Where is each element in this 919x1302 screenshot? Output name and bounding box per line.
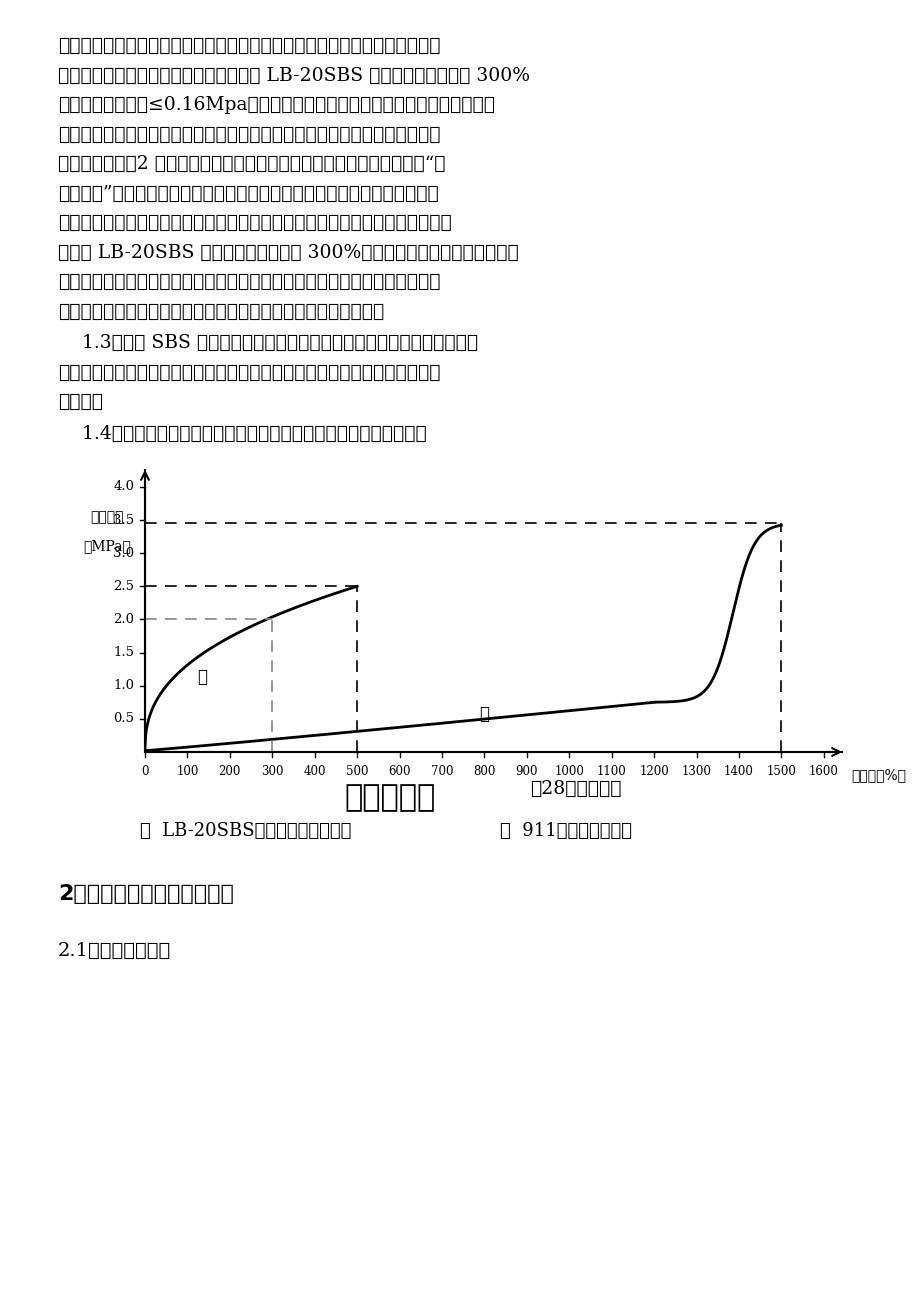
Text: ②  911聚氨酯防水涂膜: ② 911聚氨酯防水涂膜 — [499, 822, 631, 840]
Text: 4.0: 4.0 — [113, 480, 134, 493]
Text: 1.3、另外 SBS 橡胶防水涂膜的涂层有自修复功能，涂层刺穿一段时间后: 1.3、另外 SBS 橡胶防水涂膜的涂层有自修复功能，涂层刺穿一段时间后 — [58, 335, 478, 352]
Text: 900: 900 — [515, 764, 538, 777]
Text: 500: 500 — [346, 764, 368, 777]
Text: 定伸抗拉强度值（≤0.16Mpa），故在工程使用方面特别适合用于变形较大的防: 定伸抗拉强度值（≤0.16Mpa），故在工程使用方面特别适合用于变形较大的防 — [58, 96, 494, 115]
Text: 600: 600 — [388, 764, 411, 777]
Text: 防水材料抗受基层变形能力强弱的重要指标，数值越低，表示材料抗变形能力: 防水材料抗受基层变形能力强弱的重要指标，数值越低，表示材料抗变形能力 — [58, 36, 440, 55]
Text: 1.5: 1.5 — [113, 646, 134, 659]
Text: 200: 200 — [219, 764, 241, 777]
Text: 1600: 1600 — [808, 764, 838, 777]
Text: 用价值。: 用价值。 — [58, 393, 103, 411]
Text: 裂处的周边而集中在开裂部位，因此在很小的变形开裂时也会造成防水层开裂。: 裂处的周边而集中在开裂部位，因此在很小的变形开裂时也会造成防水层开裂。 — [58, 214, 451, 232]
Text: 3.0: 3.0 — [113, 547, 134, 560]
Text: （28天测定值）: （28天测定值） — [529, 780, 621, 798]
Text: 1200: 1200 — [639, 764, 668, 777]
Text: 3.5: 3.5 — [113, 513, 134, 526]
Text: 1.4、本涂膜优良的性能适用于地下工程、房屋、隊道等防水工程。: 1.4、本涂膜优良的性能适用于地下工程、房屋、隊道等防水工程。 — [58, 424, 426, 443]
Text: 2.1、施工边界条件: 2.1、施工边界条件 — [58, 943, 171, 960]
Text: 300: 300 — [261, 764, 283, 777]
Text: 1000: 1000 — [554, 764, 584, 777]
Text: ②: ② — [197, 669, 207, 686]
Text: 水基面上。通常防水层施工完毕后，如保温、隔热不足，建筑物变形过大（如: 水基面上。通常防水层施工完毕后，如保温、隔热不足，建筑物变形过大（如 — [58, 125, 440, 143]
Text: 抗拉强度: 抗拉强度 — [90, 509, 123, 523]
Text: 1500: 1500 — [766, 764, 796, 777]
Text: 而由于 LB-20SBS 防水涂膜有着较低的 300%定伸强度值，即使基面开裂时，: 而由于 LB-20SBS 防水涂膜有着较低的 300%定伸强度值，即使基面开裂时… — [58, 243, 518, 262]
Text: 0: 0 — [142, 764, 149, 777]
Text: 1300: 1300 — [681, 764, 710, 777]
Text: 2.0: 2.0 — [113, 613, 134, 626]
Text: 变位原理”，其原理简言可表达为：当基面产生开裂时，开裂应力将传不到开: 变位原理”，其原理简言可表达为：当基面产生开裂时，开裂应力将传不到开 — [58, 185, 438, 203]
Text: ①  LB-20SBS单组份橡胶防水涂膜: ① LB-20SBS单组份橡胶防水涂膜 — [140, 822, 351, 840]
Text: 涂膜会自我修复刺孔，这一特点是其他防水材料所不可比的，有着重要工程应: 涂膜会自我修复刺孔，这一特点是其他防水材料所不可比的，有着重要工程应 — [58, 363, 440, 381]
Text: 1.0: 1.0 — [113, 680, 134, 693]
Text: 1400: 1400 — [723, 764, 753, 777]
Text: 800: 800 — [472, 764, 495, 777]
Text: （MPa）: （MPa） — [83, 539, 130, 553]
Text: 性能对比图: 性能对比图 — [344, 783, 436, 812]
Text: ①: ① — [479, 707, 489, 724]
Text: 其内部的抗拉应力值仍然较低，距离材料破坏时的极限值仍较大，因而抗抗基: 其内部的抗拉应力值仍然较低，距离材料破坏时的极限值仍较大，因而抗抗基 — [58, 273, 440, 292]
Text: 沉降）等原因，2 防水层极易伴随基面变形开裂而一同破坏，由此也产生“零: 沉降）等原因，2 防水层极易伴随基面变形开裂而一同破坏，由此也产生“零 — [58, 155, 445, 173]
Text: 0.5: 0.5 — [113, 712, 134, 725]
Text: 400: 400 — [303, 764, 325, 777]
Text: 越好，越不容易随基层而断裂破坏。由于 LB-20SBS 防水涂膜有着较低的 300%: 越好，越不容易随基层而断裂破坏。由于 LB-20SBS 防水涂膜有着较低的 30… — [58, 66, 529, 85]
Text: 100: 100 — [176, 764, 199, 777]
Text: 700: 700 — [430, 764, 453, 777]
Text: 1100: 1100 — [596, 764, 626, 777]
Text: 2、产品施工及使用边界条件: 2、产品施工及使用边界条件 — [58, 884, 233, 904]
Text: 延伸率（%）: 延伸率（%） — [850, 768, 905, 783]
Text: 面变形开裂能力特别显示出如聚氨酯类防水涂膜无法比拟的优势。: 面变形开裂能力特别显示出如聚氨酯类防水涂膜无法比拟的优势。 — [58, 302, 384, 320]
Text: 2.5: 2.5 — [113, 579, 134, 592]
